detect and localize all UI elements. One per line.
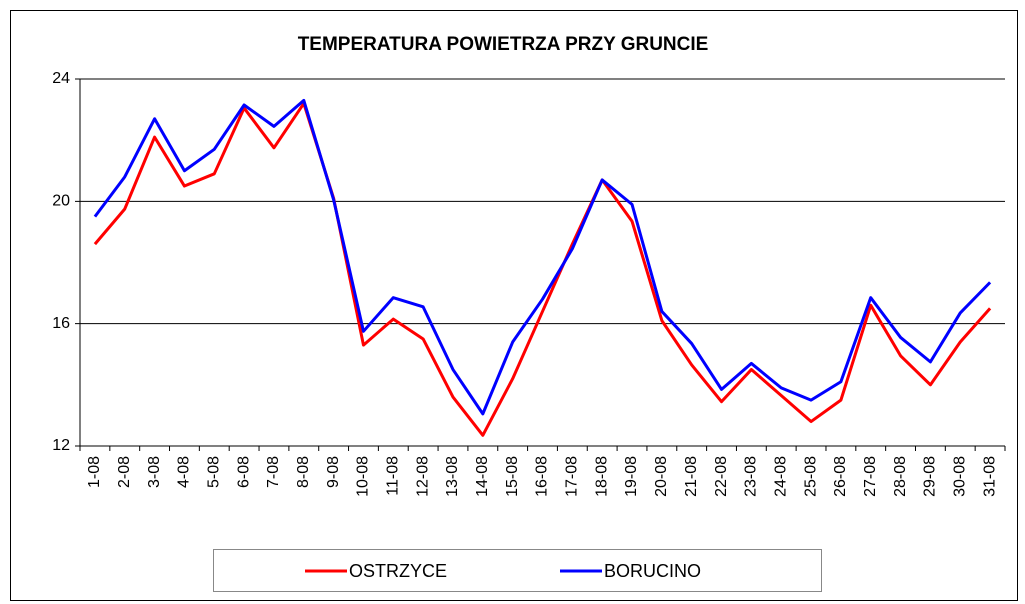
y-tick-label: 16 [52, 315, 70, 332]
legend-box [213, 549, 822, 592]
x-tick-label: 10-08 [355, 456, 372, 497]
x-tick-label: 23-08 [743, 456, 760, 497]
x-tick-label: 18-08 [593, 456, 610, 497]
x-tick-label: 14-08 [474, 456, 491, 497]
x-tick-label: 5-08 [205, 456, 222, 488]
x-tick-label: 30-08 [951, 456, 968, 497]
x-tick-label: 7-08 [265, 456, 282, 488]
x-tick-label: 3-08 [146, 456, 163, 488]
x-tick-label: 28-08 [892, 456, 909, 497]
x-tick-label: 13-08 [444, 456, 461, 497]
chart-border [10, 10, 1018, 601]
x-tick-label: 6-08 [235, 456, 252, 488]
x-tick-label: 21-08 [683, 456, 700, 497]
legend-label: OSTRZYCE [349, 561, 447, 581]
x-tick-label: 26-08 [832, 456, 849, 497]
x-tick-label: 11-08 [385, 456, 402, 496]
x-tick-label: 22-08 [713, 456, 730, 497]
x-tick-label: 16-08 [534, 456, 551, 497]
x-tick-label: 19-08 [623, 456, 640, 497]
legend-label: BORUCINO [604, 561, 701, 581]
x-tick-label: 12-08 [414, 456, 431, 497]
y-tick-label: 24 [52, 70, 70, 87]
line-series [93, 101, 992, 437]
x-tick-label: 9-08 [325, 456, 342, 488]
x-tick-label: 29-08 [922, 456, 939, 497]
x-tick-label: 31-08 [981, 456, 998, 497]
y-tick-label: 12 [52, 437, 70, 454]
x-tick-label: 2-08 [116, 456, 133, 488]
x-tick-label: 27-08 [862, 456, 879, 497]
x-tick-label: 17-08 [564, 456, 581, 497]
line-series [93, 98, 992, 416]
x-tick-label: 25-08 [802, 456, 819, 497]
x-tick-label: 20-08 [653, 456, 670, 497]
x-tick-label: 8-08 [295, 456, 312, 488]
x-tick-label: 1-08 [86, 456, 103, 488]
x-tick-label: 15-08 [504, 456, 521, 497]
x-tick-label: 4-08 [176, 456, 193, 488]
x-tick-label: 24-08 [772, 456, 789, 497]
chart-title: TEMPERATURA POWIETRZA PRZY GRUNCIE [298, 34, 709, 55]
y-tick-label: 20 [52, 193, 70, 210]
